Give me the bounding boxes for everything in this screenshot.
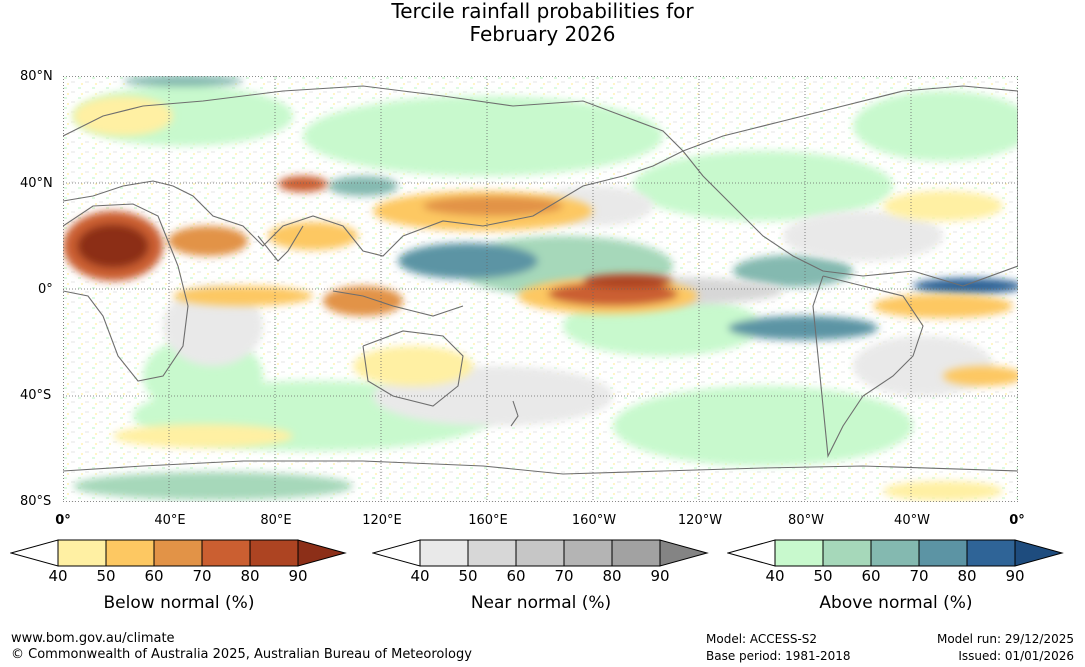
lon-label-80e: 80°E xyxy=(260,513,292,528)
legend-swatch xyxy=(249,539,299,567)
legend-high-end-triangle xyxy=(297,539,347,567)
footer-model: Model: ACCESS-S2 xyxy=(706,632,818,646)
lon-label-0: 0° xyxy=(55,513,71,528)
legend-swatch xyxy=(774,539,824,567)
legend-swatch xyxy=(966,539,1016,567)
coastlines xyxy=(63,85,1018,475)
footer-model-run: Model run: 29/12/2025 xyxy=(936,632,1074,646)
lat-label-40s: 40°S xyxy=(20,388,52,403)
below-normal-patches xyxy=(63,96,1018,501)
lat-label-40n: 40°N xyxy=(20,176,53,191)
legend-colorbar-0 xyxy=(10,539,347,567)
legend-swatch xyxy=(153,539,203,567)
legend-swatch xyxy=(467,539,517,567)
above-normal-patches xyxy=(73,76,1018,500)
legend-swatch xyxy=(870,539,920,567)
lon-label-120w: 120°W xyxy=(677,513,723,528)
legend-swatch xyxy=(105,539,155,567)
legend-tick-label: 90 xyxy=(650,567,670,585)
lon-label-120e: 120°E xyxy=(362,513,402,528)
legend-tick-label: 80 xyxy=(957,567,977,585)
legend-tick-label: 60 xyxy=(506,567,526,585)
legend-swatch xyxy=(201,539,251,567)
footer-issued: Issued: 01/01/2026 xyxy=(958,649,1074,663)
legend-colorbar-2 xyxy=(727,539,1064,567)
legend-above-normal-title: Above normal (%) xyxy=(819,593,973,613)
legend-swatch xyxy=(611,539,661,567)
legend-high-end-triangle xyxy=(1014,539,1064,567)
legend-tick-label: 50 xyxy=(96,567,116,585)
legend-tick-label: 40 xyxy=(410,567,430,585)
legend-low-end-triangle xyxy=(10,539,59,567)
lon-label-0-east: 0° xyxy=(1009,513,1025,528)
lat-label-equator: 0° xyxy=(38,282,53,297)
legend-swatch xyxy=(57,539,107,567)
legend-tick-label: 70 xyxy=(909,567,929,585)
legend-swatch xyxy=(563,539,613,567)
title-line-2: February 2026 xyxy=(469,22,616,46)
graticule xyxy=(63,76,1018,502)
lon-label-40e: 40°E xyxy=(154,513,186,528)
lon-label-40w: 40°W xyxy=(894,513,930,528)
lon-label-160e: 160°E xyxy=(468,513,508,528)
legend-low-end-triangle xyxy=(372,539,421,567)
legend-above-normal xyxy=(727,538,1067,568)
legend-swatch xyxy=(822,539,872,567)
lat-label-80n: 80°N xyxy=(20,69,53,84)
legend-tick-label: 80 xyxy=(602,567,622,585)
legend-tick-label: 60 xyxy=(144,567,164,585)
legend-tick-label: 80 xyxy=(240,567,260,585)
legend-tick-label: 40 xyxy=(765,567,785,585)
legend-tick-label: 50 xyxy=(813,567,833,585)
legend-low-end-triangle xyxy=(727,539,776,567)
legend-tick-label: 90 xyxy=(288,567,308,585)
map-canvas xyxy=(63,76,1018,502)
legend-colorbar-1 xyxy=(372,539,709,567)
lon-label-80w: 80°W xyxy=(788,513,824,528)
footer-copyright: © Commonwealth of Australia 2025, Austra… xyxy=(11,647,472,662)
legend-near-normal-title: Near normal (%) xyxy=(470,593,612,613)
title-line-1: Tercile rainfall probabilities for xyxy=(391,0,694,23)
legend-tick-label: 60 xyxy=(861,567,881,585)
footer-website: www.bom.gov.au/climate xyxy=(11,631,175,646)
legend-tick-label: 50 xyxy=(458,567,478,585)
legend-swatch xyxy=(515,539,565,567)
legend-swatch xyxy=(419,539,469,567)
lat-label-80s: 80°S xyxy=(20,494,52,509)
legend-below-normal-title: Below normal (%) xyxy=(103,593,255,613)
legend-tick-label: 70 xyxy=(554,567,574,585)
legend-tick-label: 90 xyxy=(1005,567,1025,585)
footer-base-period: Base period: 1981-2018 xyxy=(706,649,851,663)
legend-tick-label: 40 xyxy=(48,567,68,585)
map-title: Tercile rainfall probabilities for Febru… xyxy=(0,0,1085,46)
legend-swatch xyxy=(918,539,968,567)
rainfall-probability-map xyxy=(63,76,1018,502)
legend-near-normal xyxy=(372,538,712,568)
legend-below-normal xyxy=(10,538,350,568)
lon-label-160w: 160°W xyxy=(571,513,617,528)
legend-tick-label: 70 xyxy=(192,567,212,585)
legend-high-end-triangle xyxy=(659,539,709,567)
